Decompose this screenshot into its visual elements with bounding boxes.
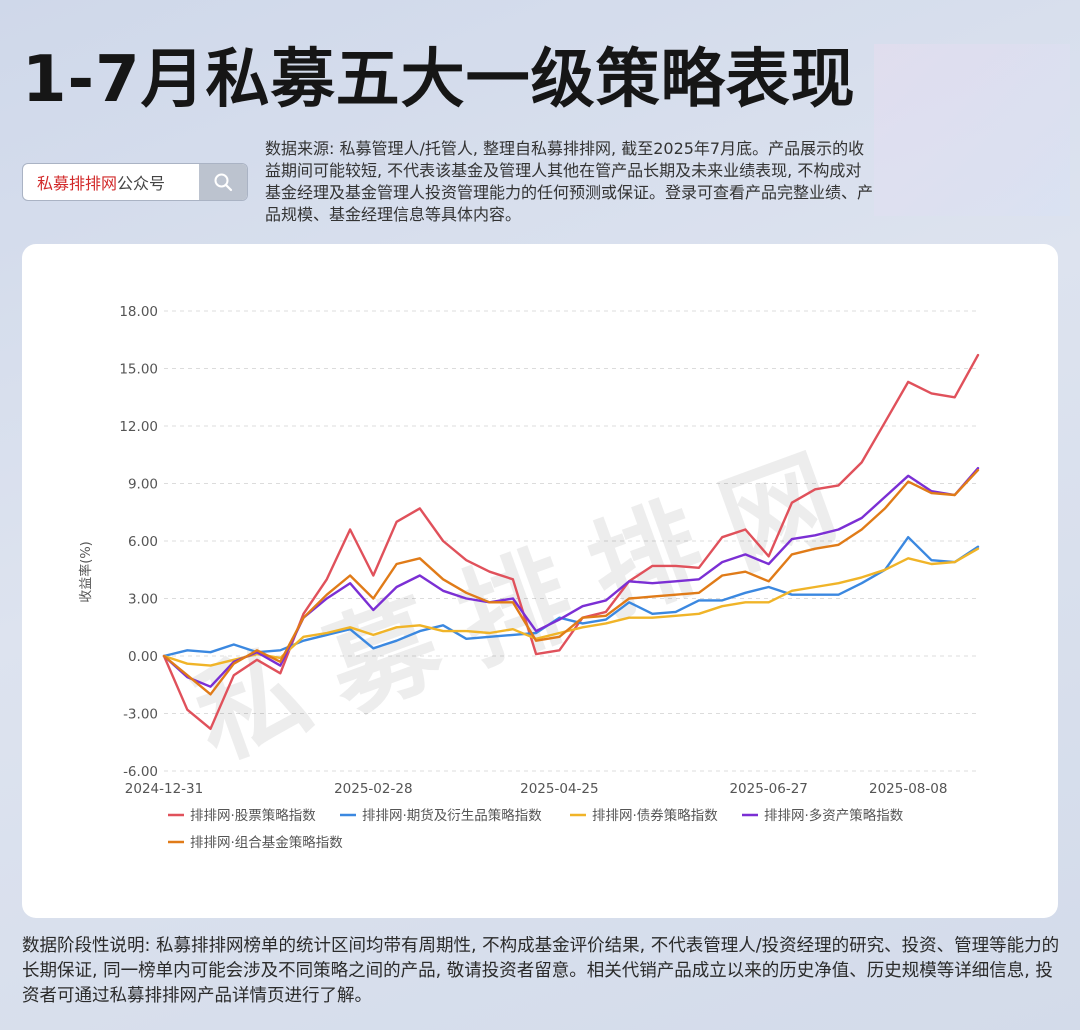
y-tick-label: 12.00: [119, 419, 158, 435]
search-icon: [214, 173, 233, 192]
y-axis: 18.00 15.00 12.00 9.00 6.00 3.00 0.00 -3.00 -6.0…: [119, 304, 158, 780]
search-brand: 私募排排网: [37, 174, 118, 193]
x-tick-label: 2025-06-27: [729, 781, 807, 797]
x-tick-label: 2025-02-28: [334, 781, 412, 797]
legend-label: 排排网·多资产策略指数: [764, 807, 904, 824]
y-tick-label: -3.00: [123, 707, 158, 723]
y-axis-label: 收益率(%): [78, 541, 94, 603]
y-tick-label: -6.00: [123, 764, 158, 780]
y-tick-label: 18.00: [119, 304, 158, 320]
line-chart: 私募排排网 18.00 15.00 12.00 9.00 6.00 3.00 0.00 -3.…: [78, 304, 980, 851]
x-axis: 2024-12-31 2025-02-28 2025-04-25 2025-06-27…: [125, 781, 948, 797]
decorative-panel: [874, 44, 1070, 216]
watermark-text: 私募排排网: [178, 423, 880, 783]
search-button[interactable]: [199, 164, 247, 200]
series-line-5: [162, 468, 980, 696]
y-tick-label: 15.00: [119, 362, 158, 378]
series-line-2: [162, 536, 980, 658]
legend: 排排网·股票策略指数 排排网·期货及衍生品策略指数 排排网·债券策略指数 排排网·多资…: [168, 807, 904, 851]
search-suffix: 公众号: [117, 174, 166, 193]
y-tick-label: 9.00: [128, 477, 158, 493]
series-layer: [162, 353, 980, 730]
legend-label: 排排网·组合基金策略指数: [190, 834, 343, 851]
page-title: 1-7月私募五大一级策略表现: [22, 43, 856, 117]
footer-disclaimer: 数据阶段性说明: 私募排排网榜单的统计区间均带有周期性, 不构成基金评价结果, …: [22, 936, 1060, 1006]
legend-label: 排排网·债券策略指数: [592, 807, 718, 824]
x-tick-label: 2025-08-08: [869, 781, 947, 797]
legend-label: 排排网·期货及衍生品策略指数: [362, 807, 542, 824]
y-tick-label: 0.00: [128, 649, 158, 665]
y-tick-label: 3.00: [128, 592, 158, 608]
x-tick-label: 2024-12-31: [125, 781, 203, 797]
search-box[interactable]: 私募排排网公众号: [22, 163, 248, 201]
search-text: 私募排排网公众号: [23, 170, 199, 194]
chart-card: 私募排排网 18.00 15.00 12.00 9.00 6.00 3.00 0.00 -3.…: [22, 244, 1058, 918]
legend-label: 排排网·股票策略指数: [190, 807, 316, 824]
x-tick-label: 2025-04-25: [520, 781, 598, 797]
data-source-note: 数据来源: 私募管理人/托管人, 整理自私募排排网, 截至2025年7月底。产品…: [265, 139, 874, 224]
series-line-3: [162, 547, 980, 667]
y-tick-label: 6.00: [128, 534, 158, 550]
